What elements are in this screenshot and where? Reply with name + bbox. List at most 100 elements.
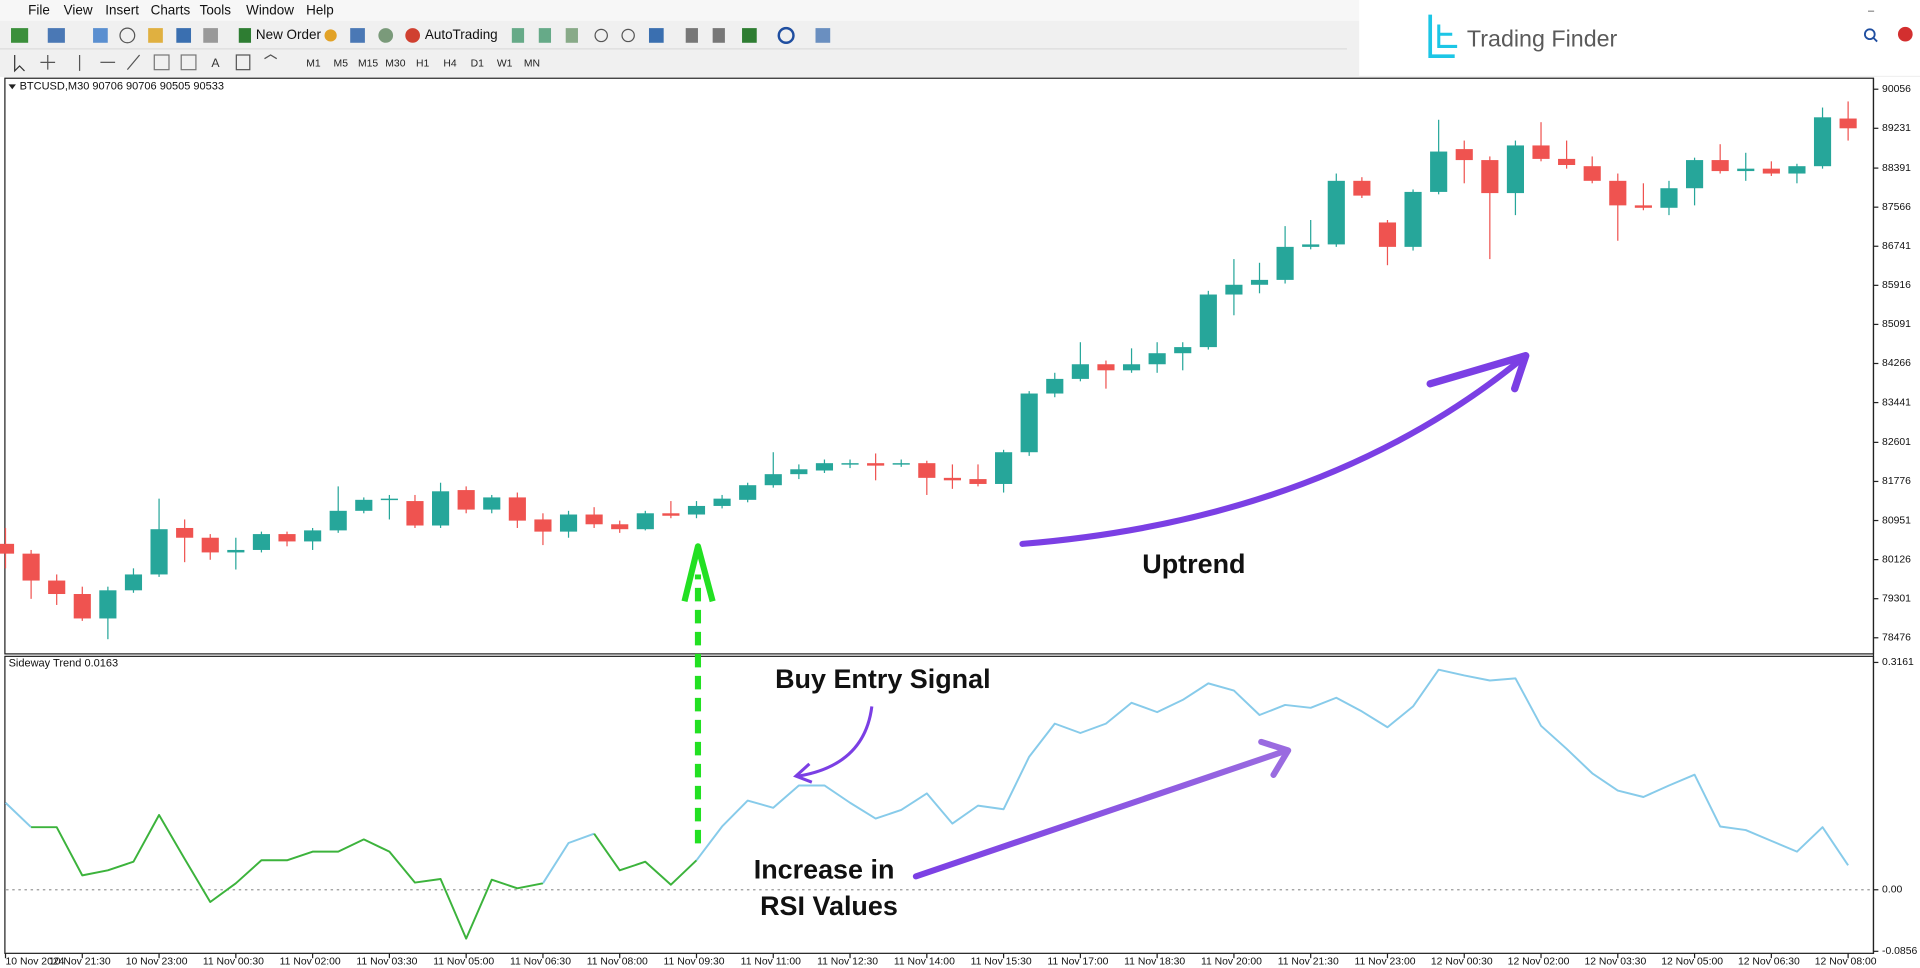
y-tick-label: 0.3161: [1882, 657, 1914, 668]
menu-item[interactable]: Insert: [105, 3, 139, 18]
candle-body: [1583, 166, 1601, 181]
candle-body: [1225, 284, 1243, 295]
candle-body: [1788, 166, 1806, 174]
x-tick-label: 11 Nov 06:30: [510, 957, 571, 968]
x-tick-label: 12 Nov 00:30: [1431, 957, 1493, 968]
y-tick-label: 82601: [1882, 437, 1911, 448]
x-tick-label: 11 Nov 21:30: [1278, 957, 1339, 968]
indicator-line: [4, 802, 32, 828]
candle-body: [943, 477, 961, 481]
candle-body: [559, 514, 578, 532]
window-icons: –: [1863, 5, 1913, 43]
candle-body: [739, 485, 757, 500]
menu-item[interactable]: View: [64, 3, 93, 18]
candle-body: [611, 524, 629, 530]
candle-body: [1199, 294, 1217, 348]
x-tick-label: 11 Nov 17:00: [1047, 957, 1108, 968]
candle-body: [1122, 364, 1141, 371]
candle-body: [252, 534, 270, 550]
menu-item[interactable]: File: [28, 3, 50, 18]
candle-body: [1378, 222, 1397, 247]
indicator-line: [542, 832, 595, 884]
x-tick-label: 10 Nov 2024: [6, 957, 65, 968]
x-tick-label: 11 Nov 08:00: [587, 957, 648, 968]
menu-item[interactable]: Window: [246, 3, 294, 18]
candle-body: [176, 527, 194, 538]
y-tick-label: 79301: [1882, 593, 1911, 604]
y-tick-label: 83441: [1882, 397, 1911, 408]
auto-trading-button[interactable]: AutoTrading: [425, 27, 498, 42]
timeframe-button[interactable]: MN: [524, 58, 540, 69]
candle-body: [969, 479, 987, 484]
svg-text:A: A: [211, 56, 220, 70]
candle-body: [406, 501, 424, 526]
candle-body: [1762, 168, 1780, 174]
candle-body: [1839, 118, 1857, 129]
candle-body: [815, 463, 834, 471]
timeframe-button[interactable]: M1: [306, 58, 321, 69]
candle-body: [585, 514, 603, 525]
candle-body: [892, 463, 910, 465]
timeframe-button[interactable]: M15: [358, 58, 378, 69]
timeframe-button[interactable]: M30: [385, 58, 405, 69]
x-tick-label: 11 Nov 11:00: [741, 957, 801, 968]
candle-body: [150, 529, 168, 575]
candle-body: [278, 534, 296, 542]
candle-body: [1327, 180, 1345, 245]
candle-body: [99, 590, 117, 619]
candle-body: [1430, 151, 1448, 192]
new-order-button[interactable]: New Order: [256, 27, 322, 42]
candle-body: [201, 537, 219, 553]
candle-body: [355, 499, 373, 511]
candle-body: [1174, 347, 1192, 354]
candle-body: [124, 574, 143, 591]
x-tick-label: 11 Nov 02:00: [280, 957, 341, 968]
candle-body: [457, 490, 475, 510]
candle-body: [841, 463, 859, 465]
candle-body: [1302, 244, 1320, 247]
candle-body: [995, 452, 1013, 484]
menu-item[interactable]: Tools: [200, 3, 232, 18]
x-tick-label: 11 Nov 14:00: [894, 957, 955, 968]
uptrend-label: Uptrend: [1142, 549, 1245, 579]
y-tick-label: 80126: [1882, 554, 1911, 565]
candle-body: [1020, 393, 1038, 453]
indicator-line: [695, 668, 1849, 866]
candle-body: [1609, 180, 1627, 206]
chart-header: BTCUSD,M30 90706 90706 90505 90533: [20, 81, 224, 93]
y-tick-label: 85916: [1882, 280, 1911, 291]
timeframe-button[interactable]: M5: [334, 58, 349, 69]
x-tick-label: 12 Nov 03:30: [1584, 957, 1646, 968]
candle-body: [380, 498, 398, 501]
candle-body: [1558, 158, 1576, 166]
menu-item[interactable]: Charts: [151, 3, 191, 18]
y-tick-label: 78476: [1882, 633, 1911, 644]
x-tick-label: 11 Nov 12:30: [817, 957, 878, 968]
y-tick-label: 84266: [1882, 358, 1911, 369]
candle-body: [483, 497, 501, 510]
candle-body: [0, 543, 15, 554]
x-tick-label: 11 Nov 18:30: [1124, 957, 1185, 968]
timeframe-button[interactable]: H4: [443, 58, 457, 69]
timeframe-button[interactable]: D1: [471, 58, 485, 69]
price-pane: [4, 77, 1875, 655]
timeframe-button[interactable]: H1: [416, 58, 430, 69]
candle-body: [534, 519, 552, 532]
candle-body: [1353, 180, 1371, 196]
candle-body: [764, 474, 782, 486]
candle-body: [636, 513, 654, 530]
candle-body: [1532, 145, 1550, 159]
annotation-arrows: [681, 352, 1530, 880]
y-tick-label: 88391: [1882, 163, 1911, 174]
header-arrow: [8, 84, 16, 90]
candle-body: [73, 594, 91, 619]
candle-body: [22, 553, 40, 581]
candle-body: [48, 580, 66, 595]
candle-body: [227, 549, 245, 553]
indicator-pane: [4, 655, 1875, 954]
rsi-label-line1: Increase in: [754, 855, 895, 885]
timeframe-button[interactable]: W1: [497, 58, 513, 69]
menu-item[interactable]: Help: [306, 3, 334, 18]
